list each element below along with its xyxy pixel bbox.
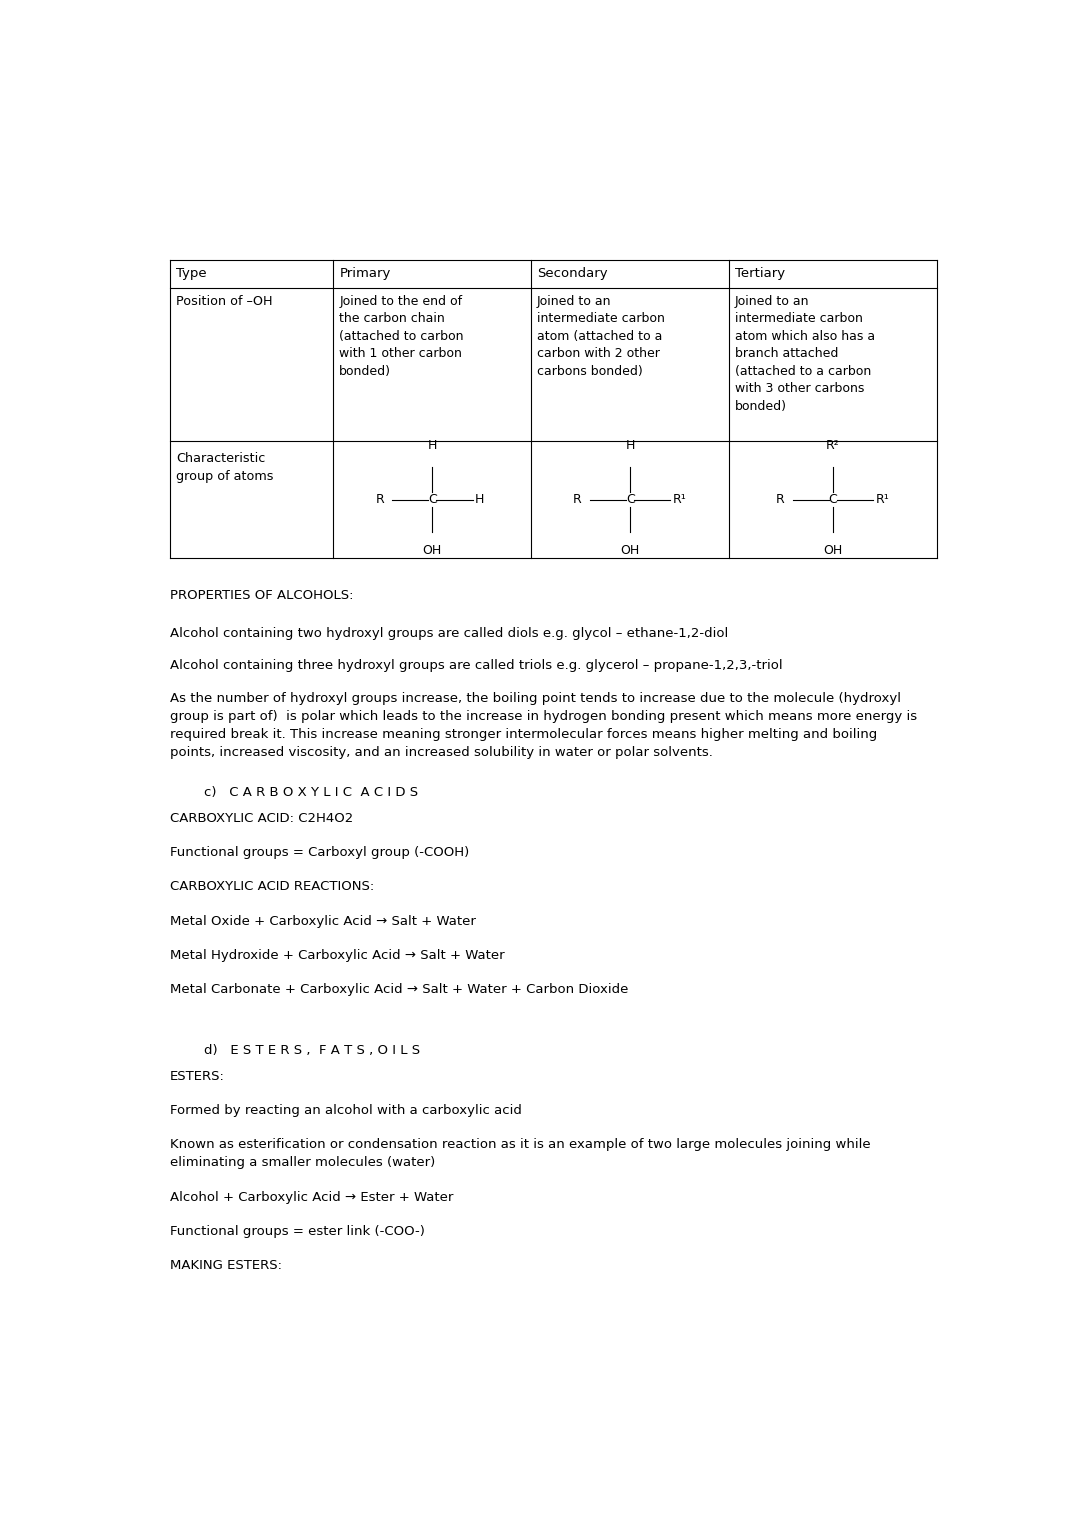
Text: R¹: R¹ <box>673 493 687 505</box>
Text: H: H <box>625 440 635 452</box>
Text: C: C <box>828 493 837 505</box>
Text: c)   C A R B O X Y L I C  A C I D S: c) C A R B O X Y L I C A C I D S <box>204 786 418 800</box>
Text: Position of –OH: Position of –OH <box>176 295 272 308</box>
Text: Primary: Primary <box>339 267 391 281</box>
Text: Alcohol containing two hydroxyl groups are called diols e.g. glycol – ethane-1,2: Alcohol containing two hydroxyl groups a… <box>171 626 728 640</box>
Text: Functional groups = ester link (-COO-): Functional groups = ester link (-COO-) <box>171 1225 426 1238</box>
Text: Metal Oxide + Carboxylic Acid → Salt + Water: Metal Oxide + Carboxylic Acid → Salt + W… <box>171 915 476 927</box>
Text: R: R <box>573 493 582 505</box>
Text: R²: R² <box>826 440 840 452</box>
Text: H: H <box>428 440 437 452</box>
Text: R: R <box>376 493 384 505</box>
Text: C: C <box>428 493 436 505</box>
Text: PROPERTIES OF ALCOHOLS:: PROPERTIES OF ALCOHOLS: <box>171 589 353 602</box>
Text: Alcohol + Carboxylic Acid → Ester + Water: Alcohol + Carboxylic Acid → Ester + Wate… <box>171 1191 454 1203</box>
Text: H: H <box>475 493 485 505</box>
Text: d)   E S T E R S ,  F A T S , O I L S: d) E S T E R S , F A T S , O I L S <box>204 1044 420 1057</box>
Text: Joined to the end of
the carbon chain
(attached to carbon
with 1 other carbon
bo: Joined to the end of the carbon chain (a… <box>339 295 463 379</box>
Text: Tertiary: Tertiary <box>734 267 785 281</box>
Text: CARBOXYLIC ACID REACTIONS:: CARBOXYLIC ACID REACTIONS: <box>171 881 375 893</box>
Text: Joined to an
intermediate carbon
atom (attached to a
carbon with 2 other
carbons: Joined to an intermediate carbon atom (a… <box>537 295 665 379</box>
Text: MAKING ESTERS:: MAKING ESTERS: <box>171 1260 282 1272</box>
Text: CARBOXYLIC ACID: C2H4O2: CARBOXYLIC ACID: C2H4O2 <box>171 812 353 825</box>
Text: R: R <box>777 493 785 505</box>
Text: Formed by reacting an alcohol with a carboxylic acid: Formed by reacting an alcohol with a car… <box>171 1104 522 1116</box>
Text: Functional groups = Carboxyl group (-COOH): Functional groups = Carboxyl group (-COO… <box>171 846 470 860</box>
Text: As the number of hydroxyl groups increase, the boiling point tends to increase d: As the number of hydroxyl groups increas… <box>171 692 917 759</box>
Text: R¹: R¹ <box>876 493 890 505</box>
Text: Metal Carbonate + Carboxylic Acid → Salt + Water + Carbon Dioxide: Metal Carbonate + Carboxylic Acid → Salt… <box>171 983 629 996</box>
Text: Joined to an
intermediate carbon
atom which also has a
branch attached
(attached: Joined to an intermediate carbon atom wh… <box>734 295 875 412</box>
Text: Metal Hydroxide + Carboxylic Acid → Salt + Water: Metal Hydroxide + Carboxylic Acid → Salt… <box>171 948 504 962</box>
Text: Characteristic
group of atoms: Characteristic group of atoms <box>176 452 273 484</box>
Text: Type: Type <box>176 267 206 281</box>
Text: C: C <box>625 493 635 505</box>
Text: OH: OH <box>823 544 842 557</box>
Text: OH: OH <box>621 544 639 557</box>
Text: OH: OH <box>422 544 442 557</box>
Text: Alcohol containing three hydroxyl groups are called triols e.g. glycerol – propa: Alcohol containing three hydroxyl groups… <box>171 660 783 672</box>
Text: Secondary: Secondary <box>537 267 608 281</box>
Text: Known as esterification or condensation reaction as it is an example of two larg: Known as esterification or condensation … <box>171 1138 870 1170</box>
Text: ESTERS:: ESTERS: <box>171 1070 225 1083</box>
